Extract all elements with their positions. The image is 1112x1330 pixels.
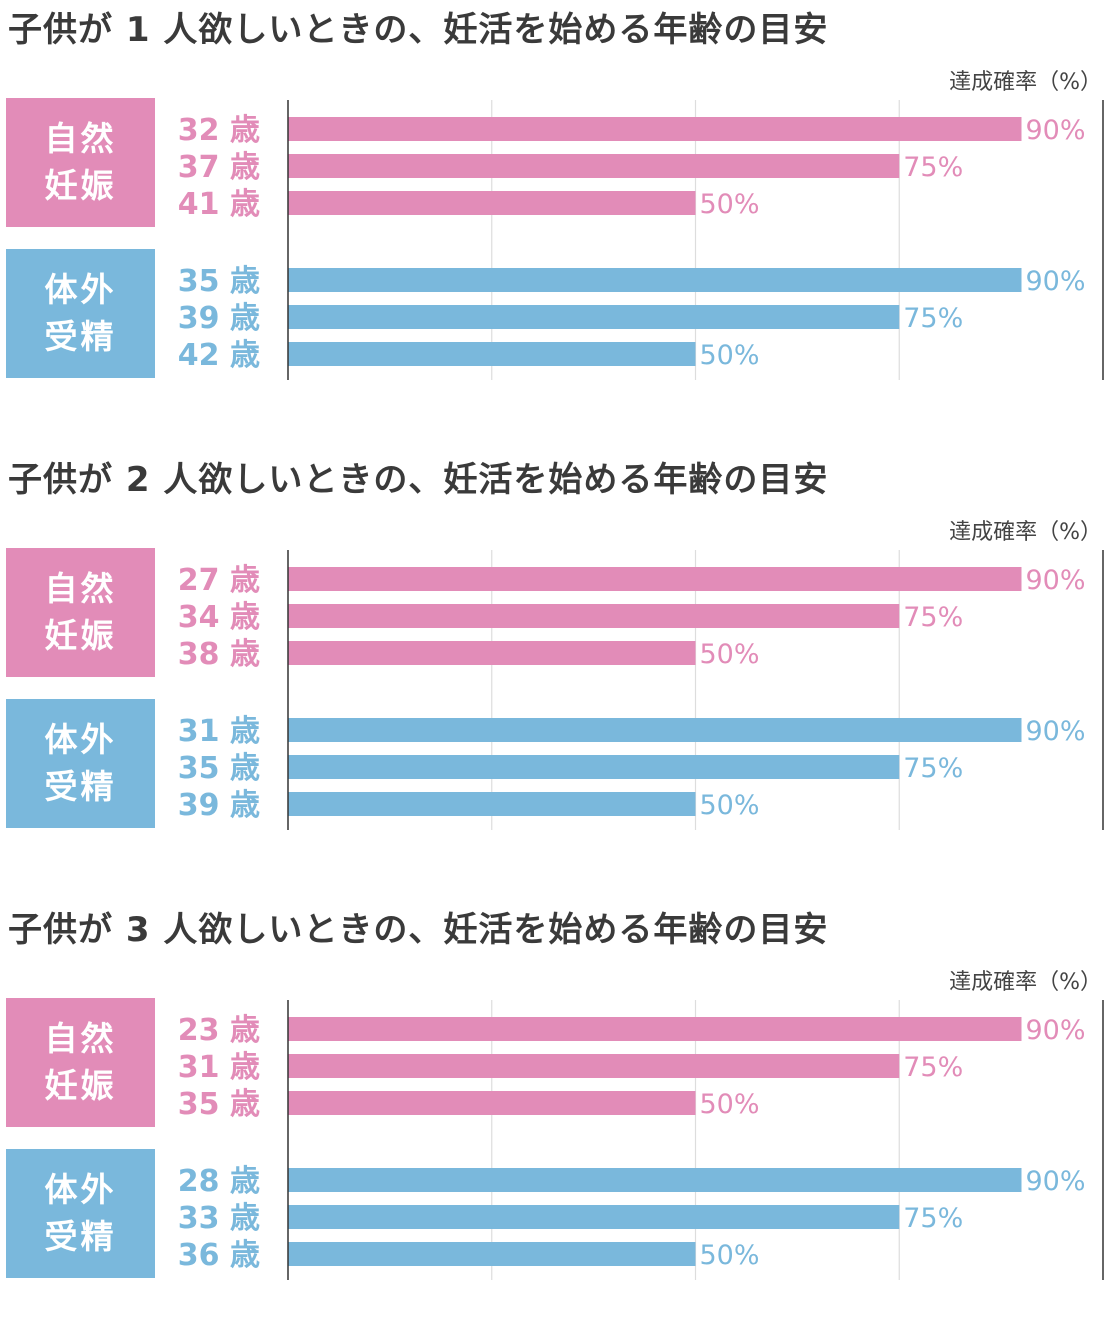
bar xyxy=(288,641,696,665)
group-label-text: 体外 xyxy=(45,270,117,309)
data-label: 50% xyxy=(700,189,760,220)
group-label-box xyxy=(6,548,155,677)
data-label: 50% xyxy=(700,1240,760,1271)
group-label-box xyxy=(6,98,155,227)
bar xyxy=(288,604,900,628)
chart-panel-1: 子供が 1 人欲しいときの、妊活を始める年齢の目安 達成確率（%） 自然妊娠 32… xyxy=(0,0,1112,430)
category-label: 35 歳 xyxy=(178,751,260,786)
category-label: 37 歳 xyxy=(178,150,260,185)
unit-label: 達成確率（%） xyxy=(949,970,1102,995)
group-label-box xyxy=(6,1149,155,1278)
bar xyxy=(288,792,696,816)
group-label-box xyxy=(6,249,155,378)
data-label: 75% xyxy=(903,1203,963,1234)
data-label: 75% xyxy=(903,753,963,784)
bar xyxy=(288,1205,900,1229)
unit-label: 達成確率（%） xyxy=(949,70,1102,95)
category-label: 32 歳 xyxy=(178,113,260,148)
bar xyxy=(288,567,1022,591)
category-label: 35 歳 xyxy=(178,1087,260,1122)
chart-title: 子供が 1 人欲しいときの、妊活を始める年齢の目安 xyxy=(8,10,829,50)
chart-title: 子供が 3 人欲しいときの、妊活を始める年齢の目安 xyxy=(8,910,829,950)
group-label-text: 自然 xyxy=(45,119,117,158)
data-label: 50% xyxy=(700,1089,760,1120)
category-label: 39 歳 xyxy=(178,301,260,336)
category-label: 38 歳 xyxy=(178,637,260,672)
category-label: 36 歳 xyxy=(178,1238,260,1273)
data-label: 90% xyxy=(1026,1166,1086,1197)
bar xyxy=(288,1242,696,1266)
data-label: 75% xyxy=(903,152,963,183)
bar xyxy=(288,154,900,178)
data-label: 50% xyxy=(700,790,760,821)
group-label-text: 受精 xyxy=(45,767,117,806)
category-label: 27 歳 xyxy=(178,563,260,598)
data-label: 90% xyxy=(1026,1015,1086,1046)
bar xyxy=(288,117,1022,141)
group-label-text: 妊娠 xyxy=(45,616,117,655)
bar xyxy=(288,755,900,779)
chart-panel-3: 子供が 3 人欲しいときの、妊活を始める年齢の目安 達成確率（%） 自然妊娠 23… xyxy=(0,900,1112,1330)
chart-panel-2: 子供が 2 人欲しいときの、妊活を始める年齢の目安 達成確率（%） 自然妊娠 27… xyxy=(0,450,1112,880)
bar xyxy=(288,1054,900,1078)
group-label-text: 妊娠 xyxy=(45,166,117,205)
data-label: 90% xyxy=(1026,266,1086,297)
group-label-box xyxy=(6,699,155,828)
group-label-text: 自然 xyxy=(45,569,117,608)
data-label: 50% xyxy=(700,340,760,371)
bar xyxy=(288,268,1022,292)
group-label-text: 受精 xyxy=(45,1217,117,1256)
data-label: 75% xyxy=(903,303,963,334)
data-label: 90% xyxy=(1026,115,1086,146)
bar xyxy=(288,305,900,329)
category-label: 35 歳 xyxy=(178,264,260,299)
category-label: 31 歳 xyxy=(178,714,260,749)
data-label: 90% xyxy=(1026,716,1086,747)
category-label: 33 歳 xyxy=(178,1201,260,1236)
unit-label: 達成確率（%） xyxy=(949,520,1102,545)
category-label: 23 歳 xyxy=(178,1013,260,1048)
category-label: 42 歳 xyxy=(178,338,260,373)
bar xyxy=(288,1091,696,1115)
category-label: 31 歳 xyxy=(178,1050,260,1085)
data-label: 75% xyxy=(903,602,963,633)
data-label: 50% xyxy=(700,639,760,670)
group-label-text: 受精 xyxy=(45,317,117,356)
chart-title: 子供が 2 人欲しいときの、妊活を始める年齢の目安 xyxy=(8,460,829,500)
group-label-text: 体外 xyxy=(45,720,117,759)
group-label-box xyxy=(6,998,155,1127)
data-label: 90% xyxy=(1026,565,1086,596)
bar xyxy=(288,1168,1022,1192)
bar xyxy=(288,718,1022,742)
group-label-text: 体外 xyxy=(45,1170,117,1209)
category-label: 39 歳 xyxy=(178,788,260,823)
bar xyxy=(288,1017,1022,1041)
group-label-text: 妊娠 xyxy=(45,1066,117,1105)
bar xyxy=(288,342,696,366)
category-label: 34 歳 xyxy=(178,600,260,635)
category-label: 28 歳 xyxy=(178,1164,260,1199)
category-label: 41 歳 xyxy=(178,187,260,222)
bar xyxy=(288,191,696,215)
data-label: 75% xyxy=(903,1052,963,1083)
group-label-text: 自然 xyxy=(45,1019,117,1058)
